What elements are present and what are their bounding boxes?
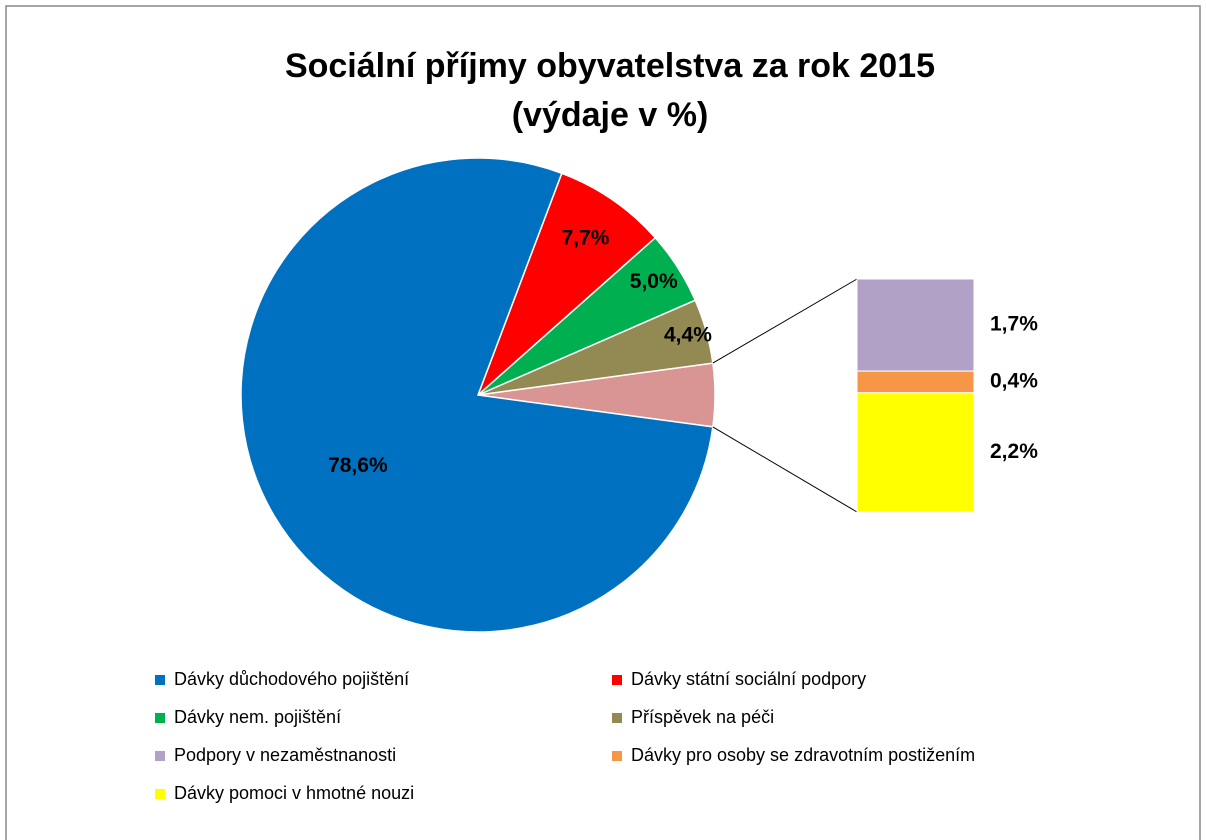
data-label: 4,4% bbox=[664, 324, 712, 347]
legend-swatch bbox=[155, 713, 165, 723]
legend-label: Dávky důchodového pojištění bbox=[174, 669, 409, 689]
legend-label: Dávky pomoci v hmotné nouzi bbox=[174, 783, 414, 803]
data-label: 1,7% bbox=[990, 313, 1038, 336]
legend-label: Dávky nem. pojištění bbox=[174, 707, 341, 727]
connector-line bbox=[712, 426, 858, 513]
legend-swatch bbox=[155, 789, 165, 799]
legend-label: Příspěvek na péči bbox=[631, 707, 774, 727]
legend-swatch bbox=[612, 675, 622, 685]
bar-segment bbox=[856, 278, 975, 372]
legend-swatch bbox=[612, 713, 622, 723]
legend-label: Podpory v nezaměstnanosti bbox=[174, 745, 396, 765]
legend-label: Dávky pro osoby se zdravotním postižením bbox=[631, 745, 975, 765]
pie-slice bbox=[477, 172, 657, 396]
bar-segment bbox=[856, 392, 975, 513]
connector-line bbox=[712, 278, 858, 364]
legend-swatch bbox=[612, 751, 622, 761]
data-label: 0,4% bbox=[990, 370, 1038, 393]
data-label: 78,6% bbox=[328, 454, 388, 477]
legend-swatch bbox=[155, 751, 165, 761]
data-label: 2,2% bbox=[990, 440, 1038, 463]
pie-slice bbox=[240, 157, 714, 633]
chart-title: (výdaje v %) bbox=[512, 96, 709, 134]
legend-swatch bbox=[155, 675, 165, 685]
data-label: 5,0% bbox=[630, 270, 678, 293]
bar-segment bbox=[856, 370, 975, 394]
legend-label: Dávky státní sociální podpory bbox=[631, 669, 866, 689]
data-label: 7,7% bbox=[562, 226, 610, 249]
chart-title: Sociální příjmy obyvatelstva za rok 2015 bbox=[285, 47, 935, 85]
